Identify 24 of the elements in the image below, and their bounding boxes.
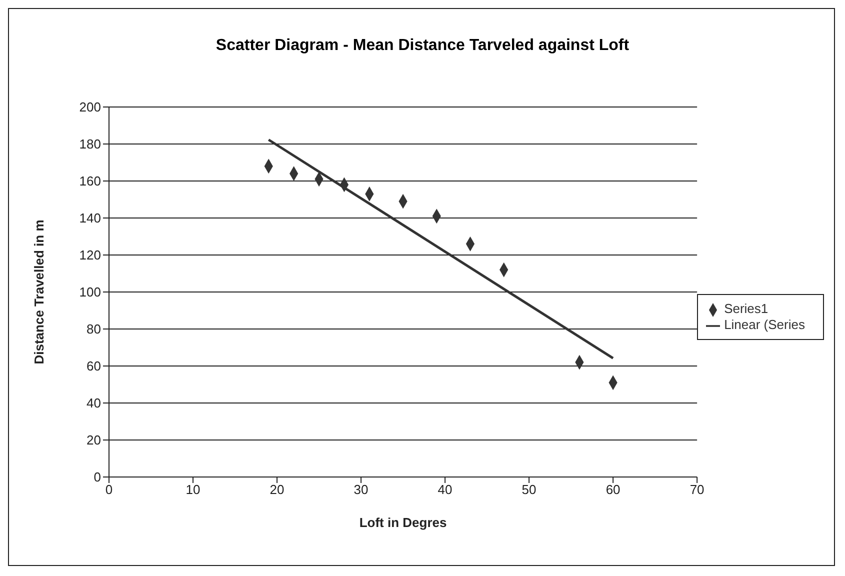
y-tick-label: 100	[79, 284, 101, 300]
y-tick-label: 200	[79, 100, 101, 115]
y-axis-title: Distance Travelled in m	[32, 220, 47, 364]
x-tick-label: 70	[690, 482, 704, 498]
x-tick-label: 50	[522, 482, 536, 498]
legend-label: Linear (Series	[724, 317, 805, 332]
y-tick-label: 120	[79, 248, 101, 263]
x-tick-label: 0	[105, 482, 113, 498]
x-tick-label: 60	[606, 482, 620, 498]
y-tick-label: 160	[79, 174, 101, 189]
legend-label: Series1	[724, 301, 768, 316]
x-axis-title: Loft in Degres	[359, 515, 447, 530]
y-tick-label: 20	[86, 432, 101, 448]
y-tick-label: 80	[86, 322, 101, 337]
y-tick-label: 60	[86, 358, 101, 374]
chart-title: Scatter Diagram - Mean Distance Tarveled against Loft	[214, 37, 630, 55]
x-tick-label: 40	[438, 482, 452, 498]
y-tick-label: 0	[94, 470, 101, 485]
y-tick-label: 140	[79, 210, 101, 226]
x-tick-label: 30	[354, 482, 368, 498]
x-tick-label: 20	[270, 482, 284, 498]
y-tick-label: 180	[79, 136, 101, 152]
x-tick-label: 10	[186, 482, 200, 498]
y-tick-label: 40	[86, 396, 101, 411]
